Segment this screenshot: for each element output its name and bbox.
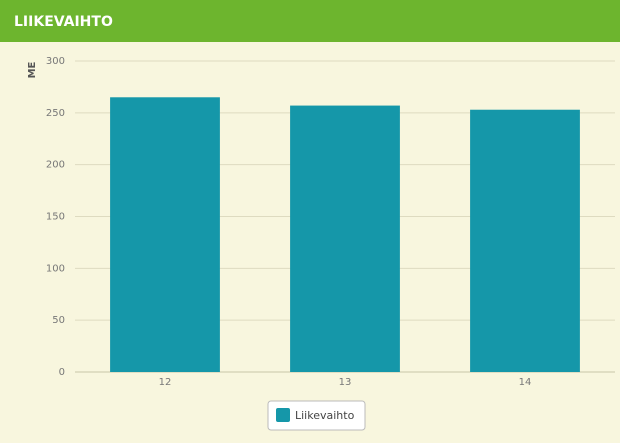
- legend-swatch: [276, 408, 290, 422]
- y-tick-label: 0: [59, 367, 65, 378]
- legend-box: [267, 400, 366, 431]
- legend-item: Liikevaihto: [267, 400, 366, 431]
- bar: [110, 97, 220, 373]
- bar: [290, 105, 400, 373]
- y-tick-label: 200: [46, 160, 65, 171]
- x-tick-label: 14: [519, 377, 532, 388]
- y-tick-label: 50: [52, 315, 65, 326]
- y-tick-label: 150: [46, 212, 65, 223]
- x-tick-label: 12: [159, 377, 172, 388]
- y-tick-label: 250: [46, 108, 65, 119]
- bar: [470, 109, 580, 373]
- header-bar: [0, 0, 620, 42]
- x-tick-label: 13: [339, 377, 352, 388]
- y-axis-label: ME: [27, 61, 38, 78]
- y-tick-label: 100: [46, 263, 65, 274]
- chart-title: LIIKEVAIHTO: [14, 14, 113, 30]
- legend-label: Liikevaihto: [295, 409, 355, 422]
- y-tick-label: 300: [46, 56, 65, 67]
